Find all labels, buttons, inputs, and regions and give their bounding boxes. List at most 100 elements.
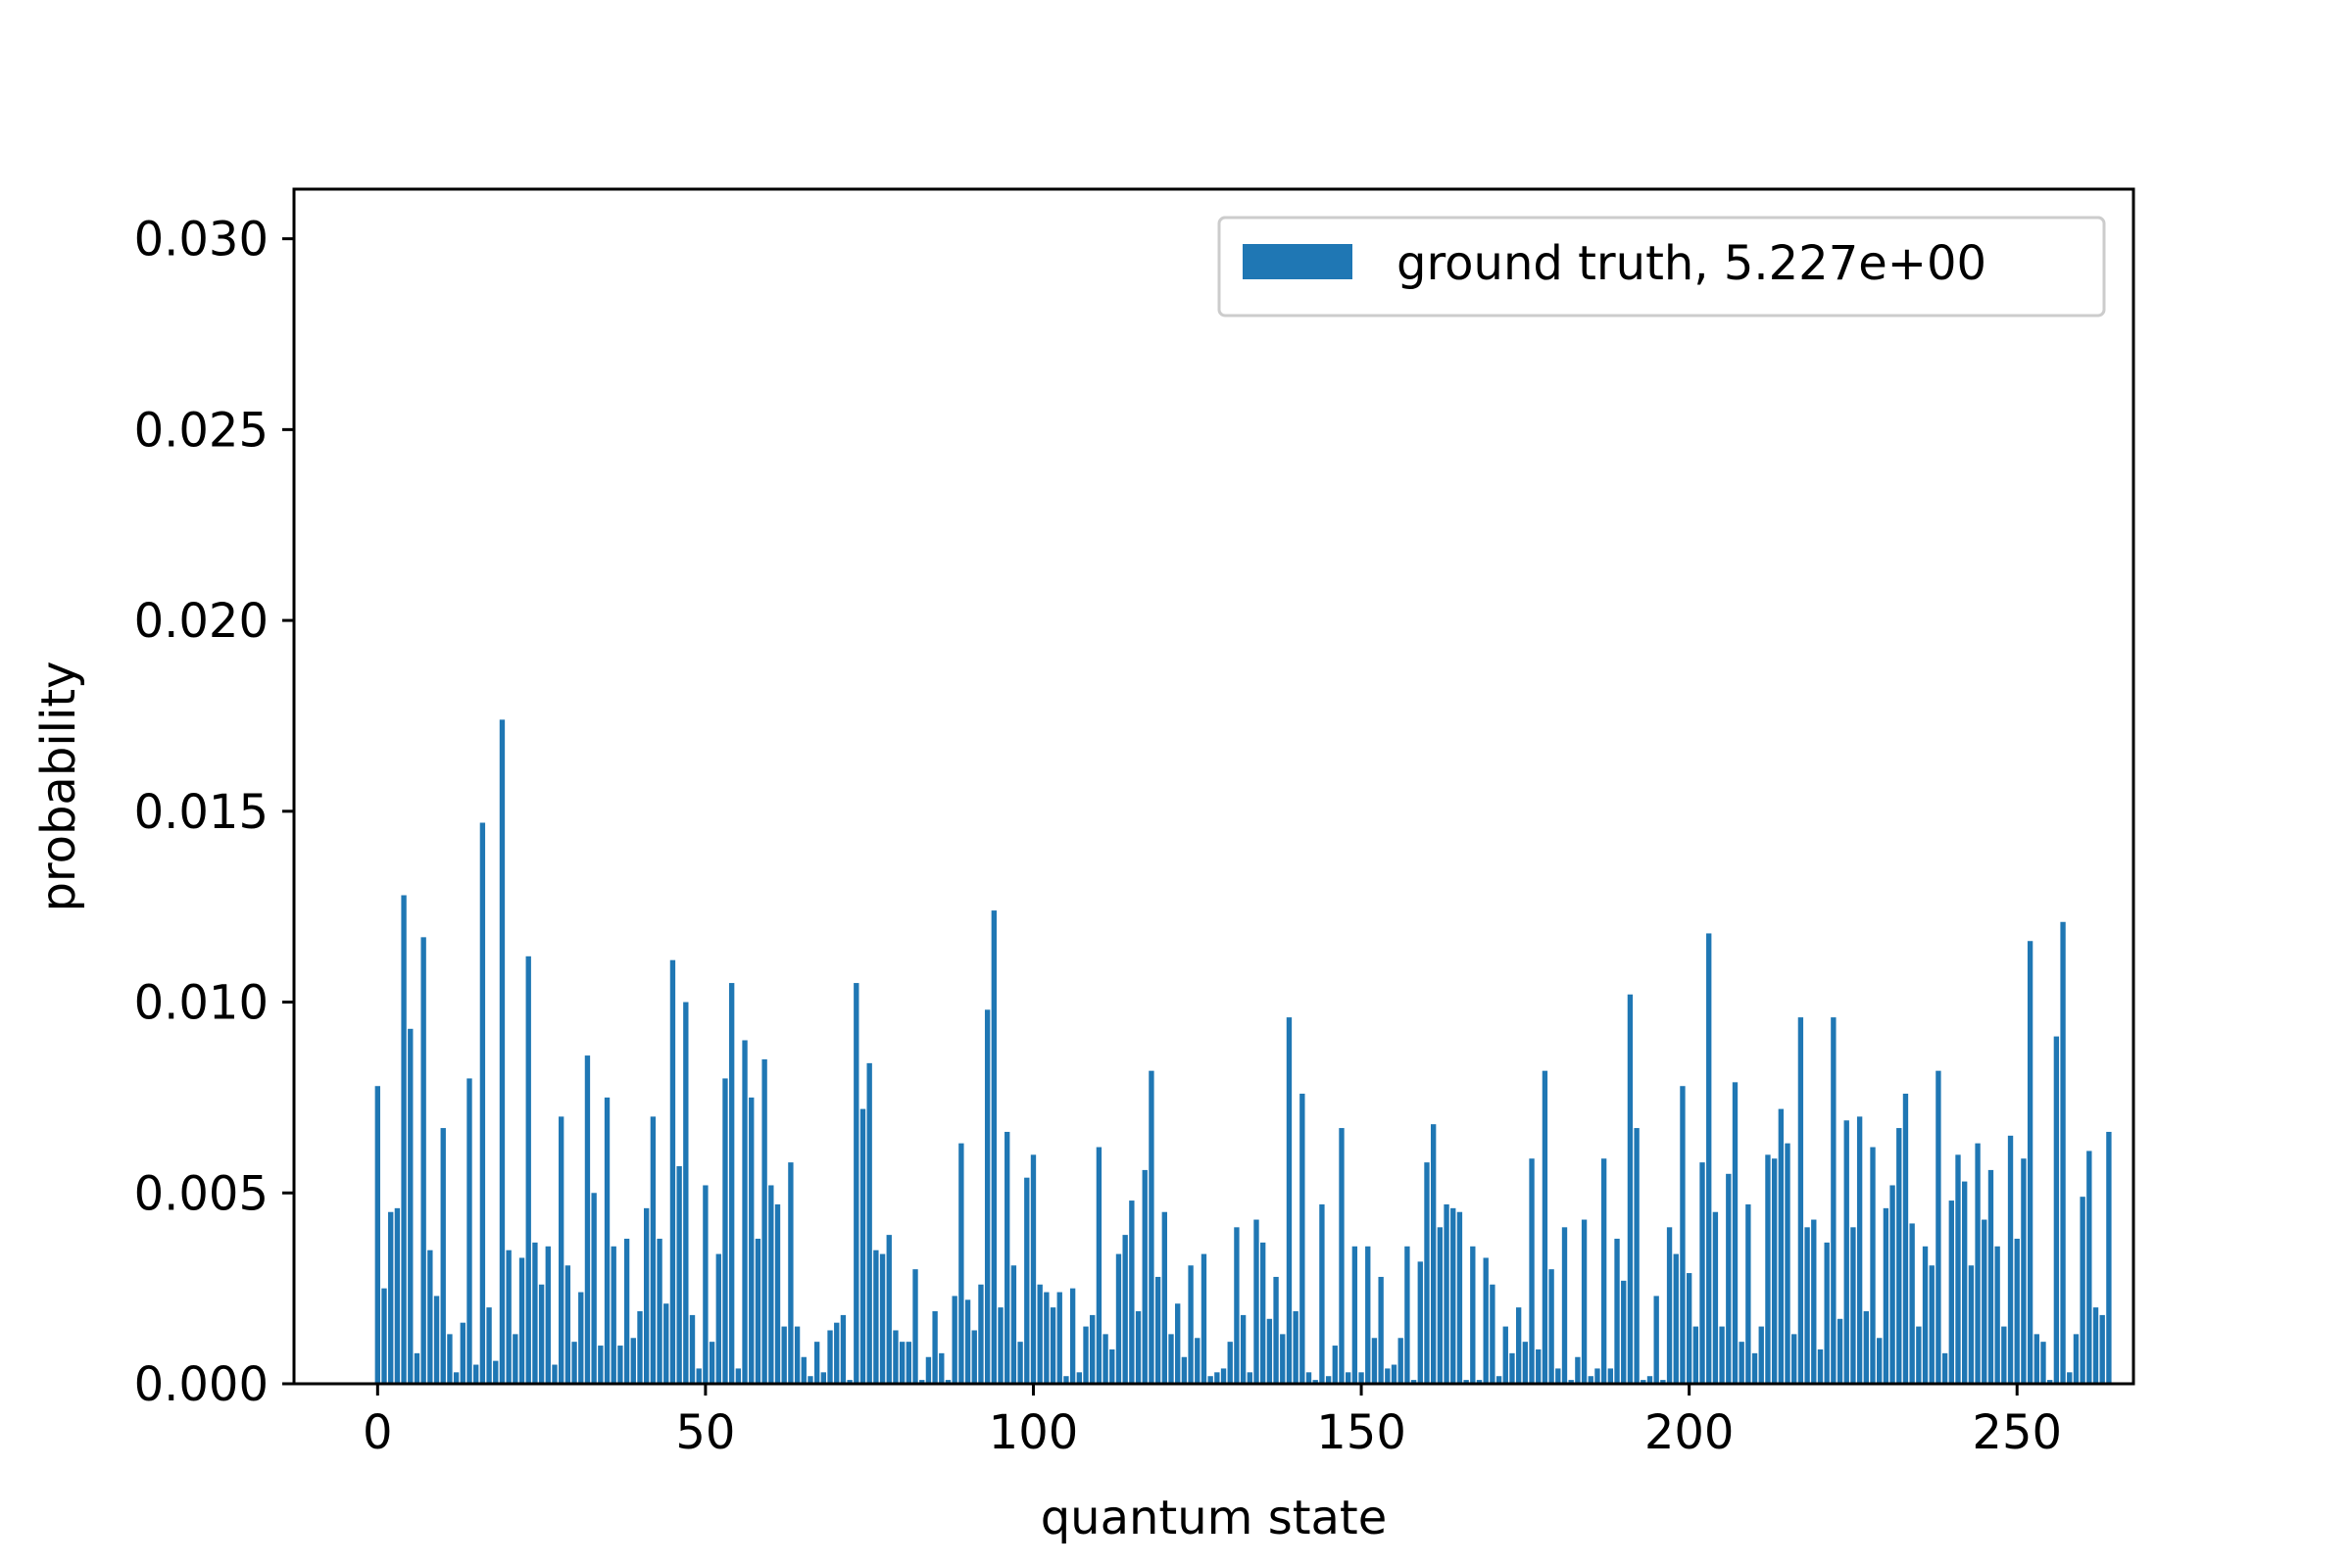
- bar: [1122, 1235, 1128, 1384]
- bar: [1090, 1314, 1096, 1384]
- y-tick-label: 0.000: [134, 1357, 269, 1412]
- bar: [1982, 1219, 1987, 1384]
- bar: [1417, 1261, 1423, 1384]
- bar: [506, 1250, 512, 1384]
- bar: [813, 1342, 820, 1384]
- bar: [1962, 1181, 1968, 1384]
- bar: [381, 1288, 387, 1384]
- x-tick-label: 250: [1972, 1405, 2062, 1460]
- bar: [453, 1372, 460, 1384]
- bar: [1509, 1352, 1515, 1384]
- bar: [1916, 1326, 1922, 1384]
- bar: [1922, 1246, 1929, 1384]
- bar: [1726, 1173, 1732, 1384]
- bar: [1771, 1158, 1778, 1384]
- bar: [2027, 941, 2034, 1384]
- bar: [715, 1253, 721, 1384]
- bar: [2099, 1314, 2105, 1384]
- y-axis-title: probability: [31, 661, 86, 911]
- bar: [525, 956, 531, 1384]
- bar: [401, 895, 407, 1384]
- bar: [1404, 1246, 1410, 1384]
- bar: [906, 1342, 912, 1384]
- bar: [1581, 1219, 1588, 1384]
- bar: [473, 1364, 479, 1384]
- bar: [1732, 1082, 1739, 1384]
- bar: [1863, 1311, 1869, 1384]
- bar: [978, 1284, 984, 1384]
- bar: [1450, 1207, 1456, 1384]
- y-axis: 0.000 0.005 0.010 0.015 0.020 0.025 0.030: [134, 213, 294, 1412]
- bar: [1837, 1318, 1843, 1384]
- bar: [1456, 1211, 1463, 1384]
- bar: [1975, 1143, 1981, 1384]
- bar: [1083, 1326, 1089, 1384]
- bar: [1817, 1348, 1824, 1384]
- bar: [644, 1207, 650, 1384]
- bar: [1955, 1154, 1961, 1384]
- bar: [1161, 1211, 1167, 1384]
- bar: [1515, 1307, 1522, 1384]
- bar: [958, 1143, 964, 1384]
- bar: [1490, 1284, 1495, 1384]
- bar: [1758, 1326, 1764, 1384]
- bar: [801, 1356, 807, 1384]
- bar: [1495, 1376, 1502, 1384]
- bar: [637, 1311, 643, 1384]
- bar: [1109, 1348, 1115, 1384]
- bar: [1358, 1372, 1364, 1384]
- x-tick-label: 0: [363, 1405, 393, 1460]
- bar: [591, 1193, 597, 1384]
- bar: [873, 1250, 879, 1384]
- bar: [964, 1299, 971, 1384]
- bar: [1076, 1372, 1082, 1384]
- bar: [1594, 1368, 1600, 1384]
- bar: [1706, 933, 1712, 1384]
- bar: [1778, 1108, 1784, 1384]
- bar: [2073, 1334, 2080, 1384]
- bar: [1588, 1376, 1593, 1384]
- bar: [1096, 1147, 1102, 1384]
- bar: [532, 1242, 538, 1384]
- bar: [1843, 1120, 1849, 1384]
- bar: [1102, 1334, 1108, 1384]
- bar: [2040, 1342, 2046, 1384]
- bar: [1831, 1017, 1837, 1384]
- bar: [1529, 1158, 1535, 1384]
- bar: [1745, 1203, 1751, 1384]
- bar: [1765, 1154, 1771, 1384]
- bar: [761, 1058, 767, 1384]
- bar: [1063, 1376, 1069, 1384]
- bar: [2007, 1135, 2014, 1384]
- bar: [571, 1342, 577, 1384]
- bar: [466, 1078, 472, 1384]
- bar: [1214, 1372, 1220, 1384]
- bar: [1069, 1288, 1076, 1384]
- bar: [617, 1346, 623, 1384]
- bar: [703, 1185, 709, 1384]
- bar: [1502, 1326, 1508, 1384]
- bar: [1050, 1307, 1056, 1384]
- bar: [2067, 1372, 2073, 1384]
- bar: [774, 1203, 781, 1384]
- bar: [374, 1086, 380, 1384]
- bar: [1332, 1346, 1338, 1384]
- bar: [1719, 1326, 1725, 1384]
- bar: [1017, 1342, 1023, 1384]
- bar: [2014, 1239, 2020, 1384]
- y-tick-label: 0.015: [134, 785, 269, 840]
- bar: [1476, 1380, 1483, 1384]
- bar: [1987, 1169, 1994, 1384]
- bar: [1653, 1296, 1659, 1384]
- bar: [1968, 1265, 1975, 1384]
- bar: [788, 1162, 794, 1384]
- bar: [1195, 1338, 1200, 1384]
- bar: [1410, 1380, 1417, 1384]
- bar: [2021, 1158, 2027, 1384]
- bar: [1692, 1326, 1699, 1384]
- bar: [735, 1368, 742, 1384]
- bar: [1877, 1338, 1883, 1384]
- bar: [1811, 1219, 1817, 1384]
- bar: [1010, 1265, 1017, 1384]
- bar: [984, 1009, 991, 1384]
